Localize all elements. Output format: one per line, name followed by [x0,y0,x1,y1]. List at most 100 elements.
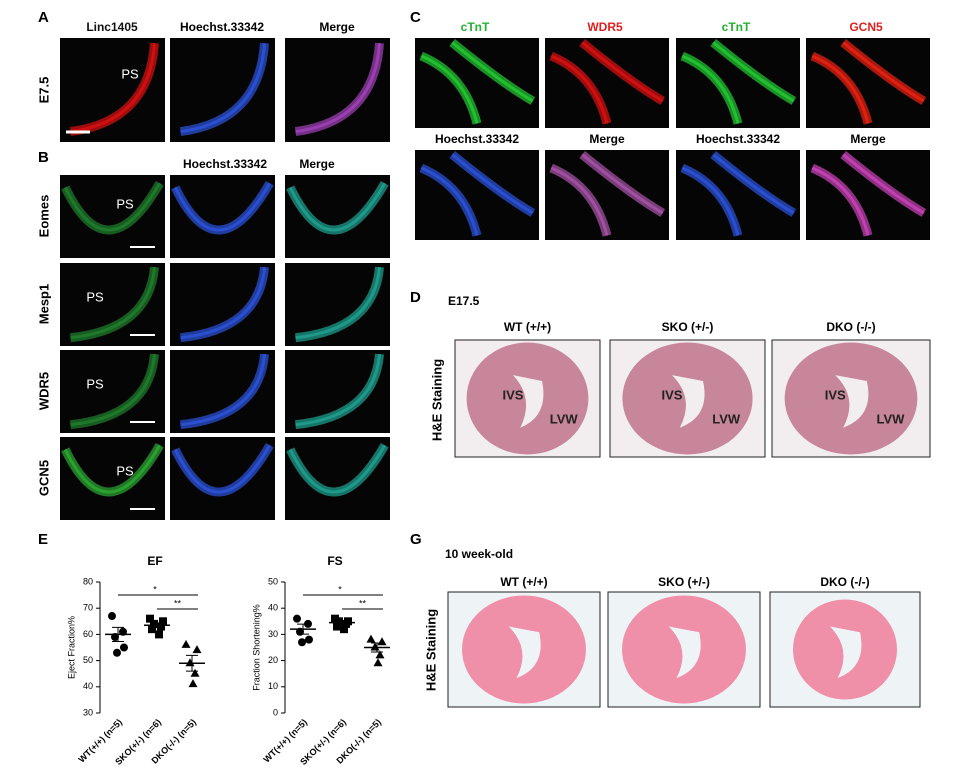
data-point [375,650,385,659]
tissue [420,41,534,124]
label: E7.5 [36,77,51,104]
data-point [298,638,306,647]
panel-label: B [38,149,49,166]
error-bar [336,620,348,625]
label: 50 [83,655,93,665]
data-point [293,614,301,623]
ventricle [672,375,705,428]
tissue [681,41,795,124]
tissue [70,267,156,340]
label: WDR5 [587,20,623,34]
label: DKO (-/-) [826,320,875,334]
error-bar [371,642,383,653]
label: LVW [877,411,906,426]
label: 80 [83,576,93,586]
label: 40 [268,603,278,613]
data-point [370,642,380,651]
label: * [338,584,342,594]
label: IVS [825,387,846,402]
ventricle [668,626,701,679]
data-point [185,658,195,667]
micrograph [60,175,165,258]
tissue [180,354,266,427]
tissue [681,153,795,236]
label: H&E Staining [423,609,438,691]
label: 30 [83,707,93,717]
tissue [550,41,664,124]
label: PS [86,289,104,304]
error-bar [151,622,163,629]
data-point [340,625,348,634]
tissue [420,153,534,236]
data-point [108,612,116,621]
panel-label: E [38,531,48,548]
error-bar [112,626,124,642]
data-point [181,639,191,648]
tissue [63,444,162,494]
label: Eomes [36,195,51,238]
micrograph [285,38,390,142]
tissue [288,182,387,232]
label: IVS [662,387,683,402]
data-point [366,634,376,643]
label: 60 [83,629,93,639]
tissue [295,43,381,134]
data-point [150,619,158,628]
label: Merge [299,157,335,171]
tissue [811,153,925,236]
label: 20 [268,655,278,665]
label: 10 [268,681,278,691]
label: Hoechst.33342 [696,132,780,146]
label: Fraction Shortening% [251,604,261,691]
panel-label: C [410,9,421,26]
data-point [120,643,128,652]
micrograph [60,437,165,520]
label: WT (+/+) [504,320,551,334]
micrograph [170,38,275,142]
tissue [173,444,272,494]
data-point [155,630,163,639]
label: WDR5 [36,372,51,410]
label: H&E Staining [429,359,444,441]
data-point [146,614,154,623]
label: IVS [503,387,524,402]
ventricle [513,375,544,428]
data-point [192,645,202,654]
ventricle [508,626,541,679]
label: PS [86,376,104,391]
label: Linc1405 [86,20,138,34]
panel-label: G [410,531,422,548]
tissue [295,267,381,340]
data-point [113,648,121,657]
data-point [305,635,313,644]
data-point [333,622,341,631]
tissue [811,41,925,124]
error-bar [186,654,198,672]
label: * [153,584,157,594]
label: SKO (+/-) [658,575,710,589]
label: PS [116,196,134,211]
micrograph [170,437,275,520]
label: Eject Fraction% [66,616,76,679]
label: cTnT [461,20,490,34]
tissue [180,43,266,134]
label: Hoechst.33342 [180,20,264,34]
label: PS [121,66,139,81]
label: Hoechst.33342 [183,157,267,171]
tissue [288,444,387,494]
tissue [70,354,156,427]
label: ** [359,598,367,608]
label: FS [327,554,342,568]
label: Merge [319,20,355,34]
panel-label: D [410,289,421,306]
micrograph [285,437,390,520]
label: Mesp1 [36,284,51,324]
label: 40 [83,681,93,691]
label: LVW [550,411,579,426]
label: 50 [268,576,278,586]
label: ** [174,598,182,608]
data-point [190,668,200,677]
data-point [157,622,165,631]
label: GCN5 [36,460,51,496]
